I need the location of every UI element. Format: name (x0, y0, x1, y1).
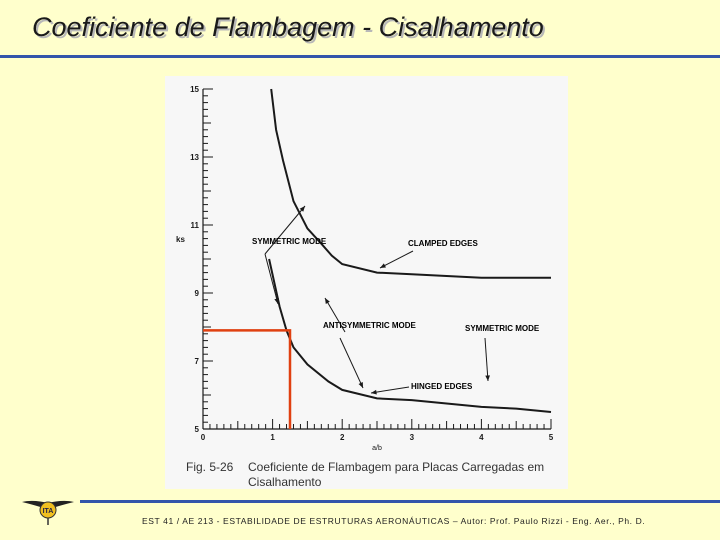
annotation-arrowhead (299, 206, 305, 212)
footer-text: EST 41 / AE 213 - ESTABILIDADE DE ESTRUT… (142, 516, 646, 526)
annotation-clamped-edges: CLAMPED EDGES (408, 239, 478, 248)
annotation-arrow (264, 253, 279, 305)
x-tick-label: 5 (549, 433, 554, 442)
annotation-antisymmetric-mode: ANTISYMMETRIC MODE (323, 321, 417, 330)
x-tick-label: 1 (270, 433, 275, 442)
footer-divider (80, 500, 720, 503)
chart-svg: 5 7 9 11 13 15 0 1 2 3 4 5 ks a/b SYMMETRIC MODE CLAM… (176, 85, 554, 452)
chart-panel: 5 7 9 11 13 15 0 1 2 3 4 5 ks a/b SYMMETRIC MODE CLAM… (165, 76, 568, 489)
chart-annotations: SYMMETRIC MODE CLAMPED EDGES ANTISYMMETR… (252, 237, 540, 391)
chart-marks (203, 88, 552, 429)
x-tick-label: 3 (410, 433, 415, 442)
x-tick-label: 2 (340, 433, 345, 442)
y-tick-label: 11 (191, 221, 200, 230)
annotation-arrowhead (371, 389, 377, 395)
ita-wings-logo-icon: ITA (22, 500, 74, 525)
annotation-arrow (339, 337, 364, 389)
highlight-reference-line (203, 329, 292, 429)
logo-text: ITA (43, 508, 54, 515)
series-line-1 (270, 88, 551, 279)
y-tick-label: 15 (190, 85, 199, 94)
annotation-arrowhead (485, 375, 490, 381)
y-tick-label: 9 (195, 289, 200, 298)
annotation-arrow (379, 250, 414, 269)
page-title: Coeficiente de Flambagem - Cisalhamento (32, 12, 544, 42)
annotation-arrowhead (380, 263, 386, 268)
chart-axes: 5 7 9 11 13 15 0 1 2 3 4 5 ks a/b (176, 85, 554, 452)
figure-caption: Fig. 5-26 Coeficiente de Flambagem para … (186, 460, 544, 489)
annotation-arrow (484, 337, 489, 382)
caption-label: Fig. 5-26 (186, 460, 234, 474)
annotation-symmetric-mode-2: SYMMETRIC MODE (465, 324, 540, 333)
annotation-symmetric-mode-1: SYMMETRIC MODE (252, 237, 327, 246)
annotation-arrow (324, 297, 346, 333)
annotation-arrowhead (274, 298, 279, 304)
y-tick-label: 13 (190, 153, 199, 162)
annotation-arrow (370, 386, 410, 394)
annotation-hinged-edges: HINGED EDGES (411, 382, 473, 391)
annotation-arrowhead (358, 382, 363, 388)
caption-text: Coeficiente de Flambagem para Placas Car… (248, 460, 545, 489)
x-tick-label: 0 (201, 433, 206, 442)
annotation-arrow (264, 205, 306, 255)
y-tick-label: 5 (195, 425, 200, 434)
x-axis-label: a/b (372, 445, 382, 452)
y-tick-label: 7 (195, 357, 200, 366)
x-tick-label: 4 (479, 433, 484, 442)
title-divider (0, 55, 720, 58)
y-axis-label: ks (176, 235, 185, 244)
annotation-arrowhead (325, 298, 330, 304)
